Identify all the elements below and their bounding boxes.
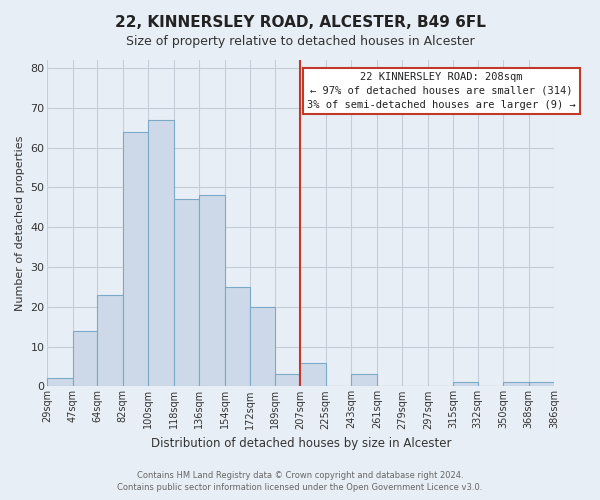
Bar bbox=[503, 382, 529, 386]
Text: 22 KINNERSLEY ROAD: 208sqm
← 97% of detached houses are smaller (314)
3% of semi: 22 KINNERSLEY ROAD: 208sqm ← 97% of deta… bbox=[307, 72, 576, 110]
Bar bbox=[174, 200, 199, 386]
Bar bbox=[47, 378, 73, 386]
Text: Size of property relative to detached houses in Alcester: Size of property relative to detached ho… bbox=[125, 35, 475, 48]
Bar bbox=[300, 362, 326, 386]
Y-axis label: Number of detached properties: Number of detached properties bbox=[15, 136, 25, 311]
Bar bbox=[148, 120, 174, 386]
Bar bbox=[122, 132, 148, 386]
Bar bbox=[250, 307, 275, 386]
Bar bbox=[529, 382, 554, 386]
Bar bbox=[199, 196, 225, 386]
Bar bbox=[454, 382, 478, 386]
Text: 22, KINNERSLEY ROAD, ALCESTER, B49 6FL: 22, KINNERSLEY ROAD, ALCESTER, B49 6FL bbox=[115, 15, 485, 30]
Bar bbox=[73, 330, 97, 386]
Bar bbox=[351, 374, 377, 386]
Bar bbox=[225, 287, 250, 386]
X-axis label: Distribution of detached houses by size in Alcester: Distribution of detached houses by size … bbox=[151, 437, 451, 450]
Bar bbox=[275, 374, 300, 386]
Bar bbox=[97, 295, 122, 386]
Text: Contains HM Land Registry data © Crown copyright and database right 2024.
Contai: Contains HM Land Registry data © Crown c… bbox=[118, 471, 482, 492]
